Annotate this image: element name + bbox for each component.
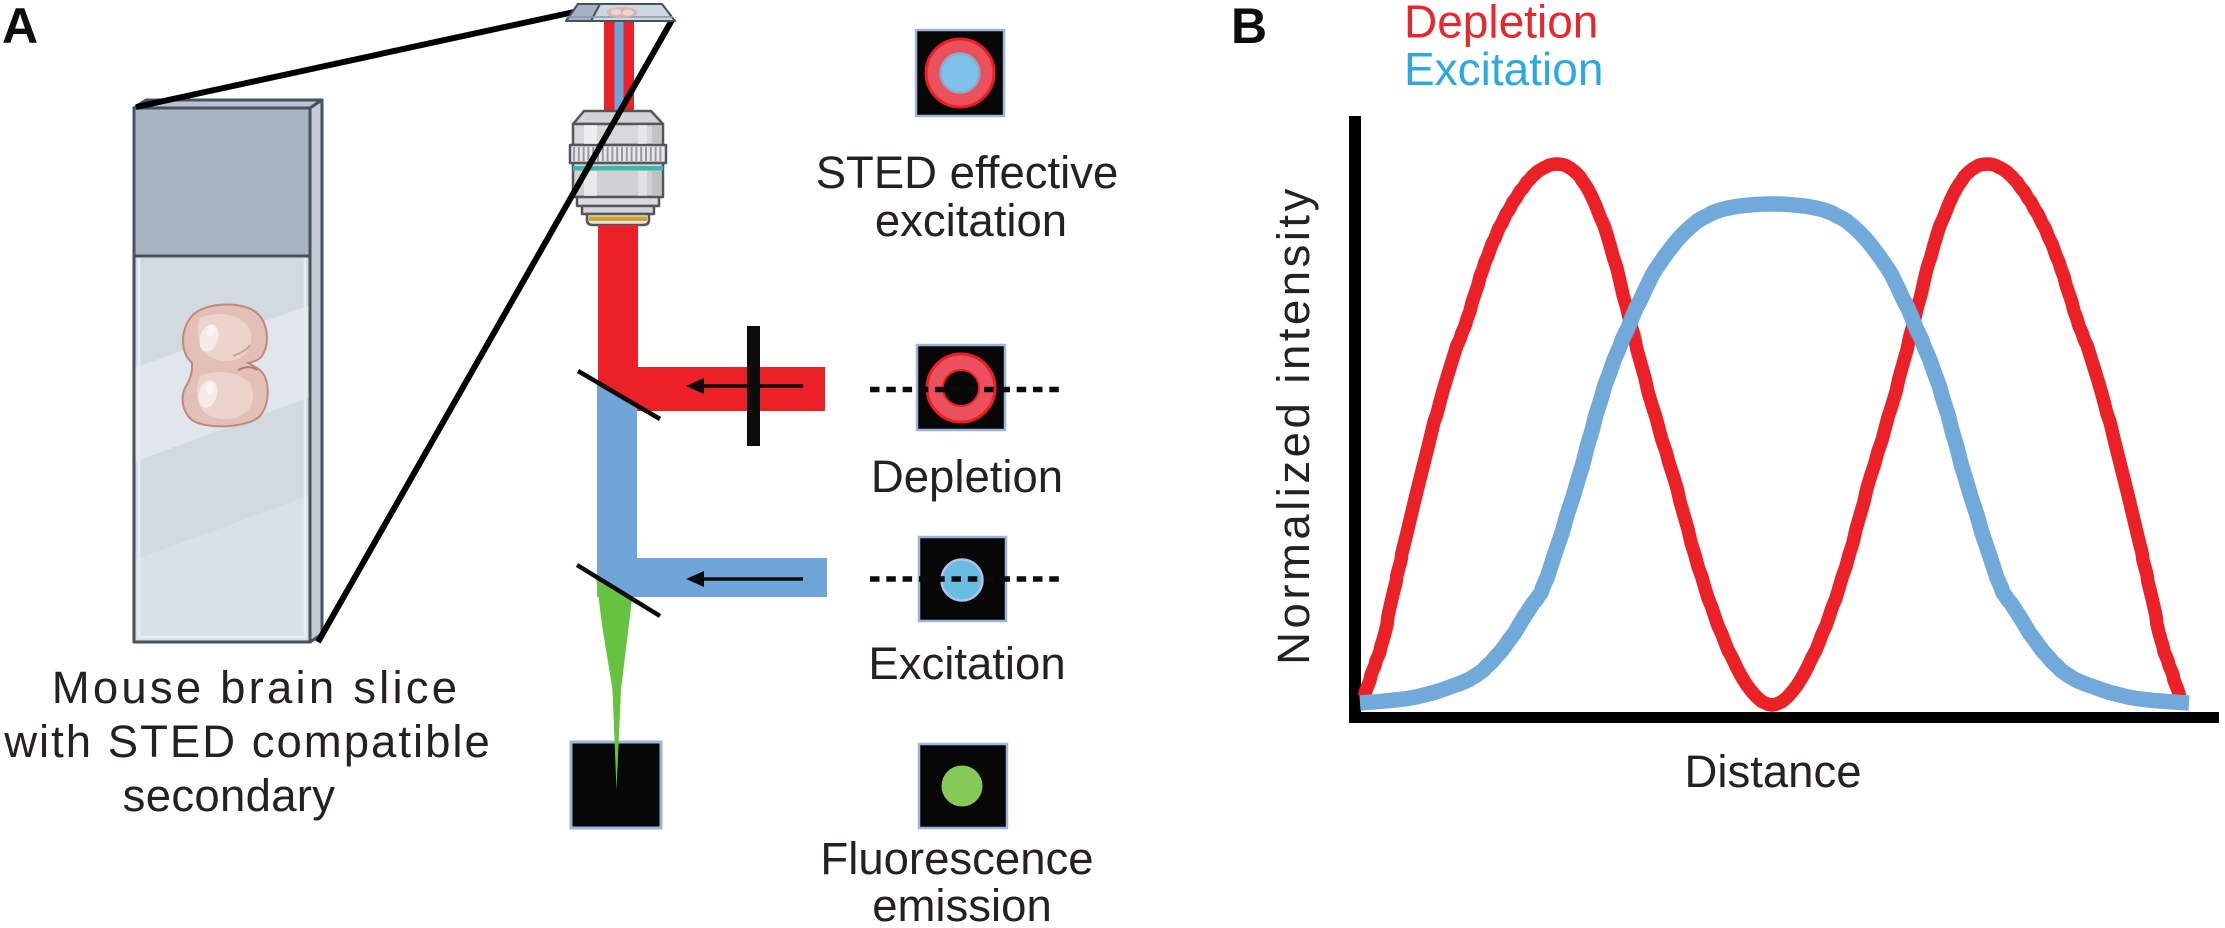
svg-text:A: A	[2, 0, 38, 54]
svg-text:Depletion: Depletion	[871, 451, 1063, 502]
svg-text:Fluorescence: Fluorescence	[820, 833, 1093, 884]
svg-text:Normalized intensity: Normalized intensity	[1268, 185, 1319, 665]
svg-text:Distance: Distance	[1684, 746, 1861, 797]
svg-text:excitation: excitation	[875, 195, 1067, 246]
svg-text:Mouse brain slice: Mouse brain slice	[52, 662, 460, 713]
svg-text:Excitation: Excitation	[868, 638, 1065, 689]
svg-text:Excitation: Excitation	[1404, 43, 1603, 95]
svg-text:B: B	[1231, 0, 1267, 54]
svg-text:STED effective: STED effective	[816, 147, 1119, 198]
svg-text:emission: emission	[872, 880, 1052, 928]
svg-text:secondary: secondary	[123, 770, 336, 821]
svg-text:with STED compatible: with STED compatible	[3, 716, 492, 767]
svg-text:Depletion: Depletion	[1404, 0, 1598, 48]
